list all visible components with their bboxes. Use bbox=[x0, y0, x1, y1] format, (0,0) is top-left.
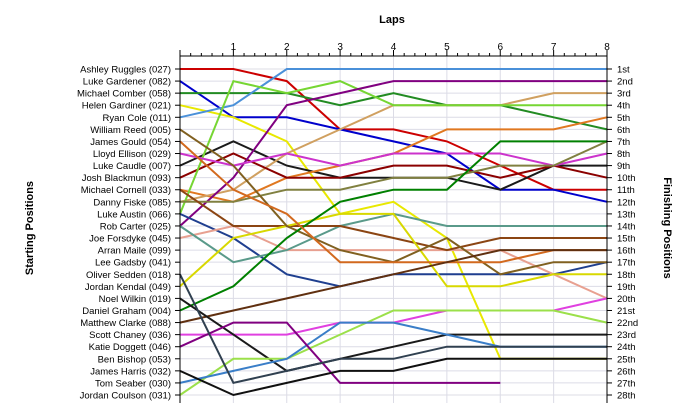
finish-position-label: 12th bbox=[617, 197, 636, 208]
series-line bbox=[180, 68, 607, 191]
x-tick-label: 3 bbox=[337, 42, 343, 53]
series-line bbox=[179, 249, 607, 324]
series-line bbox=[179, 297, 607, 372]
start-position-label: Jordan Coulson (031) bbox=[80, 391, 171, 402]
finish-position-label: 16th bbox=[617, 246, 636, 257]
start-position-label: Luke Gardener (082) bbox=[83, 77, 171, 88]
finish-position-label: 17th bbox=[617, 258, 636, 269]
finish-position-label: 18th bbox=[617, 270, 636, 281]
finish-position-label: 19th bbox=[617, 282, 636, 293]
start-position-label: Ryan Cole (011) bbox=[103, 113, 171, 124]
x-axis-title: Laps bbox=[379, 14, 405, 26]
axes: 1 2 3 4 5 6 7 8 Ashley Ruggles (027)Luke Gardene… bbox=[77, 42, 638, 403]
series-line bbox=[179, 152, 608, 167]
finish-position-label: 2nd bbox=[617, 77, 633, 88]
x-tick-label: 4 bbox=[391, 42, 397, 53]
series-line bbox=[179, 188, 607, 252]
finish-position-label: 28th bbox=[617, 391, 636, 402]
finish-position-label: 3rd bbox=[617, 89, 631, 100]
finish-position-label: 8th bbox=[617, 149, 630, 160]
finish-position-label: 20th bbox=[617, 294, 636, 305]
series-line bbox=[179, 80, 608, 203]
y-axis-title: Starting Positions bbox=[24, 181, 36, 275]
finish-position-label: 26th bbox=[617, 366, 636, 377]
start-position-label: Daniel Graham (004) bbox=[82, 306, 171, 317]
series-line bbox=[179, 357, 607, 397]
start-position-label: Josh Blackmun (093) bbox=[82, 173, 171, 184]
start-position-label: Danny Fiske (085) bbox=[93, 197, 171, 208]
series-line bbox=[179, 79, 607, 215]
start-position-label: Helen Gardiner (021) bbox=[82, 101, 171, 112]
start-position-label: Michael Comber (058) bbox=[77, 89, 171, 100]
y2-axis-title: Finishing Positions bbox=[661, 177, 673, 278]
start-position-label: William Reed (005) bbox=[90, 125, 171, 136]
series-line bbox=[179, 321, 501, 384]
series-layer bbox=[179, 68, 608, 397]
start-position-label: Noel Wilkin (019) bbox=[99, 294, 171, 305]
finish-position-label: 27th bbox=[617, 378, 636, 389]
start-position-label: Luke Austin (066) bbox=[97, 209, 171, 220]
finish-position-label: 7th bbox=[617, 137, 630, 148]
start-position-label: Scott Chaney (036) bbox=[89, 330, 171, 341]
x-tick-label: 7 bbox=[551, 42, 557, 53]
start-position-label: Michael Cornell (033) bbox=[81, 185, 171, 196]
series-line bbox=[179, 68, 607, 119]
series-line bbox=[179, 80, 607, 227]
finish-position-label: 1st bbox=[617, 65, 630, 76]
series-line bbox=[179, 273, 607, 385]
x-tick-label: 1 bbox=[231, 42, 237, 53]
finish-position-label: 23rd bbox=[617, 330, 636, 341]
start-position-label: Arran Maile (099) bbox=[98, 246, 171, 257]
finish-position-label: 13th bbox=[617, 209, 636, 220]
x-tick-label: 6 bbox=[497, 42, 503, 53]
start-position-label: James Harris (032) bbox=[90, 366, 171, 377]
series-line bbox=[179, 140, 607, 264]
finish-position-label: 25th bbox=[617, 354, 636, 365]
start-position-label: James Gould (054) bbox=[90, 137, 171, 148]
finish-position-label: 21st bbox=[617, 306, 635, 317]
start-position-label: Rob Carter (025) bbox=[100, 221, 171, 232]
finish-position-label: 15th bbox=[617, 234, 636, 245]
finish-position-label: 10th bbox=[617, 173, 636, 184]
finish-position-label: 11th bbox=[617, 185, 635, 196]
x-tick-label: 8 bbox=[604, 42, 610, 53]
start-position-label: Jordan Kendal (049) bbox=[85, 282, 171, 293]
grid bbox=[180, 56, 608, 403]
start-position-label: Oliver Sedden (018) bbox=[86, 270, 171, 281]
start-position-label: Matthew Clarke (088) bbox=[80, 318, 171, 329]
finish-position-label: 6th bbox=[617, 125, 630, 136]
finish-position-label: 22nd bbox=[617, 318, 638, 329]
start-position-label: Tom Seaber (030) bbox=[95, 378, 171, 389]
finish-position-label: 9th bbox=[617, 161, 630, 172]
start-position-label: Lloyd Ellison (029) bbox=[93, 149, 171, 160]
finish-position-label: 24th bbox=[617, 342, 636, 353]
start-position-label: Ben Bishop (053) bbox=[98, 354, 171, 365]
x-tick-label: 2 bbox=[284, 42, 290, 53]
finish-position-label: 4th bbox=[617, 101, 630, 112]
start-position-label: Ashley Ruggles (027) bbox=[80, 65, 171, 76]
start-position-label: Joe Forsdyke (045) bbox=[89, 234, 171, 245]
finish-position-label: 5th bbox=[617, 113, 630, 124]
series-line bbox=[179, 309, 608, 396]
series-line bbox=[179, 212, 607, 288]
start-position-label: Katie Doggett (046) bbox=[89, 342, 171, 353]
x-tick-label: 5 bbox=[444, 42, 450, 53]
finish-position-label: 14th bbox=[617, 221, 636, 232]
start-position-label: Lee Gadsby (041) bbox=[95, 258, 171, 269]
start-position-label: Luke Caudle (007) bbox=[93, 161, 171, 172]
series-line bbox=[179, 140, 607, 312]
